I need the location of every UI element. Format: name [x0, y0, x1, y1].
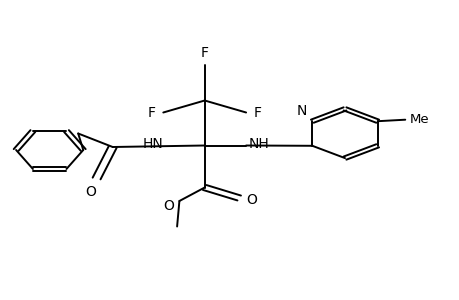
- Text: O: O: [162, 199, 174, 212]
- Text: F: F: [147, 106, 155, 120]
- Text: N: N: [296, 103, 306, 118]
- Text: NH: NH: [248, 137, 269, 151]
- Text: HN: HN: [142, 137, 163, 151]
- Text: F: F: [253, 106, 261, 120]
- Text: O: O: [246, 194, 257, 207]
- Text: F: F: [200, 46, 208, 60]
- Text: O: O: [85, 184, 96, 199]
- Text: Me: Me: [409, 113, 429, 126]
